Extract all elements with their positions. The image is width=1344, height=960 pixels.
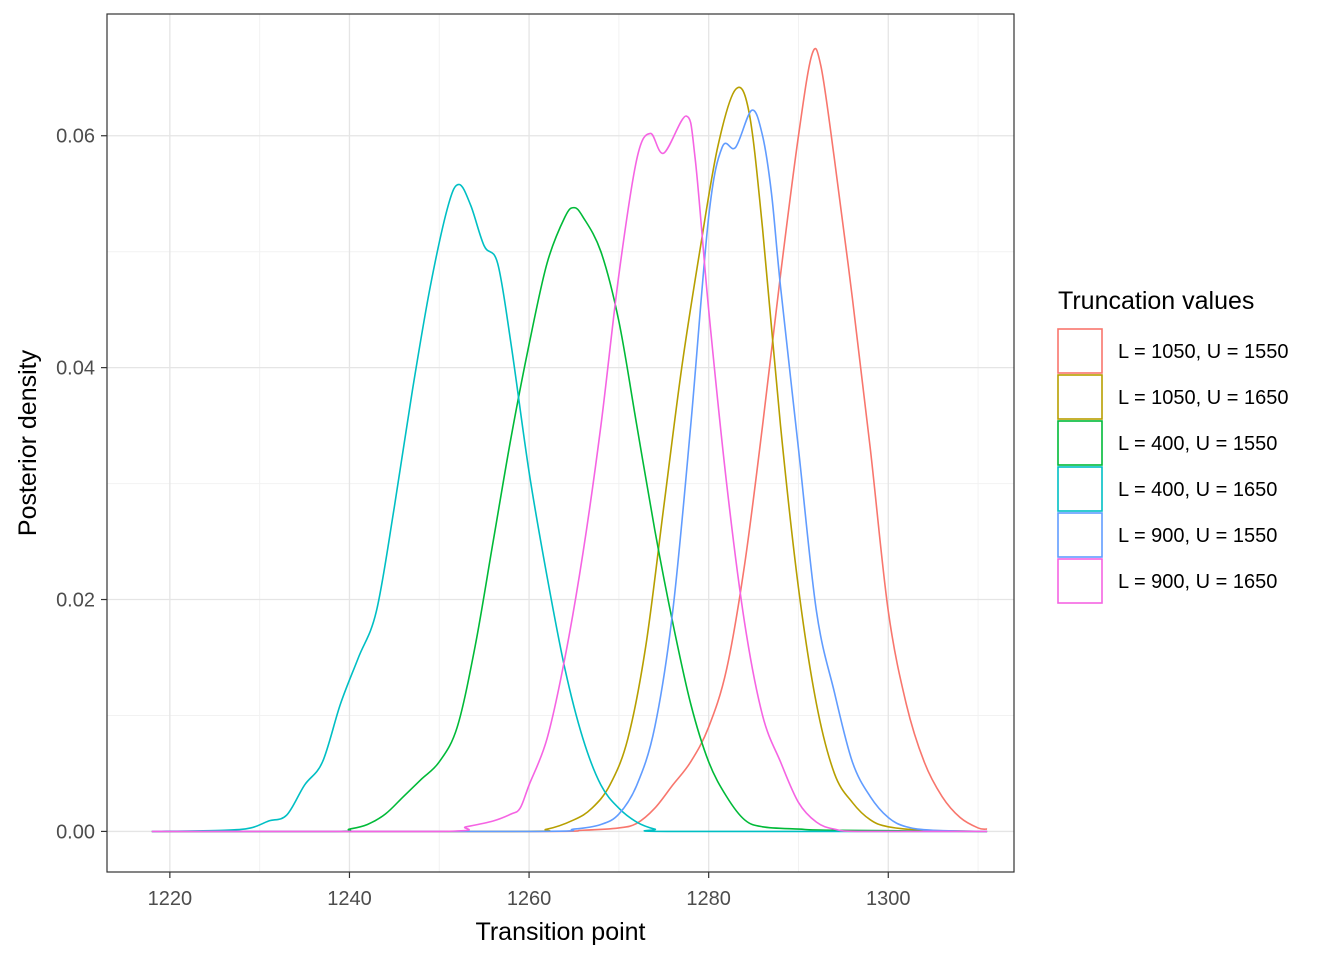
plot-panel (107, 14, 1014, 872)
density-line-series-3 (151, 206, 988, 833)
x-tick-label: 1300 (866, 888, 911, 910)
legend-label: L = 400, U = 1550 (1118, 433, 1277, 455)
density-lines (151, 47, 988, 833)
legend-label: L = 1050, U = 1650 (1118, 387, 1289, 409)
x-tick-label: 1240 (327, 888, 372, 910)
density-line-series-1 (151, 47, 988, 833)
x-axis: 1220 1240 1260 1280 1300 (148, 872, 911, 910)
density-line-series-2 (151, 86, 988, 833)
legend-label: L = 900, U = 1550 (1118, 525, 1277, 547)
density-line-series-4 (151, 183, 988, 833)
x-axis-title: Transition point (476, 918, 646, 946)
legend-key (1057, 328, 1103, 374)
y-axis: 0.00 0.02 0.04 0.06 (56, 126, 107, 843)
y-tick-label: 0.00 (56, 821, 95, 843)
x-tick-label: 1280 (686, 888, 731, 910)
density-line-series-6 (151, 115, 988, 833)
legend: Truncation values L = 1050, U = 1550 L = … (1057, 287, 1289, 604)
y-tick-label: 0.02 (56, 590, 95, 612)
y-tick-label: 0.04 (56, 358, 95, 380)
y-axis-title: Posterior density (14, 349, 42, 536)
legend-label: L = 900, U = 1650 (1118, 571, 1277, 593)
legend-key (1057, 558, 1103, 604)
legend-key (1057, 512, 1103, 558)
legend-title: Truncation values (1058, 287, 1254, 315)
legend-key (1057, 466, 1103, 512)
x-tick-label: 1260 (507, 888, 552, 910)
legend-label: L = 400, U = 1650 (1118, 479, 1277, 501)
legend-key (1057, 420, 1103, 466)
minor-gridlines (107, 14, 1014, 872)
y-tick-label: 0.06 (56, 126, 95, 148)
legend-label: L = 1050, U = 1550 (1118, 341, 1289, 363)
x-tick-label: 1220 (148, 888, 193, 910)
legend-key (1057, 374, 1103, 420)
density-line-series-5 (151, 109, 988, 833)
plot-panel-border (106, 13, 1015, 873)
